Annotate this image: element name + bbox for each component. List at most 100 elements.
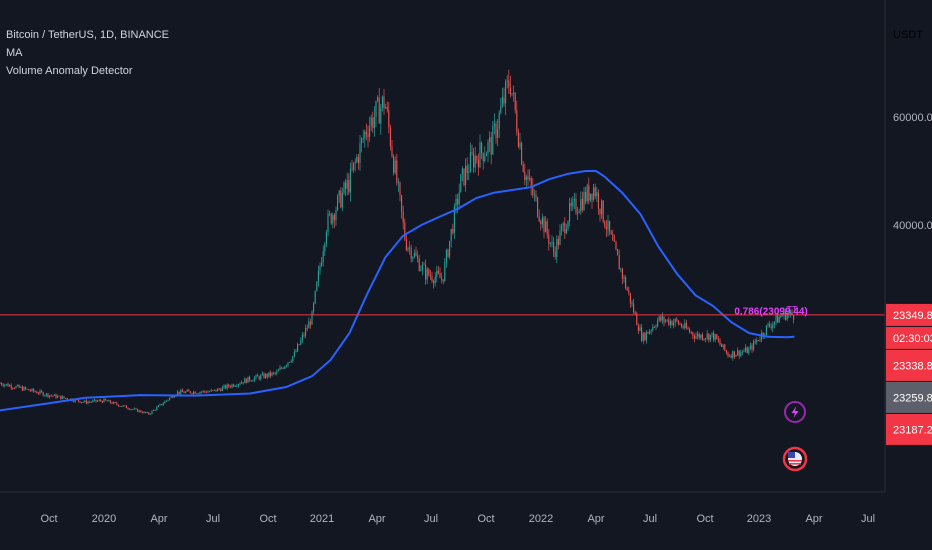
candle [607, 215, 609, 237]
candle [340, 187, 342, 209]
candle [44, 394, 46, 397]
candle [239, 382, 241, 386]
candle [319, 262, 321, 275]
candle [223, 383, 225, 390]
candle [365, 123, 367, 141]
candle [79, 401, 81, 403]
candle [85, 399, 87, 405]
candle [252, 379, 254, 382]
candle [436, 265, 438, 283]
candle [276, 369, 278, 376]
candle [13, 387, 15, 390]
candle [242, 382, 244, 385]
time-tick-label: Oct [477, 513, 494, 525]
candle [484, 146, 486, 163]
candle [492, 120, 494, 155]
candle [50, 394, 52, 397]
candle [753, 339, 755, 352]
candle [533, 189, 535, 202]
candle [665, 318, 667, 324]
candle [181, 388, 183, 392]
candle [754, 338, 756, 345]
lightning-event[interactable] [784, 401, 806, 423]
us-flag-canton [788, 452, 795, 458]
candle [447, 248, 449, 258]
candle [402, 205, 404, 230]
candle [375, 100, 377, 127]
candle [327, 209, 329, 237]
candle [669, 318, 671, 329]
candle [676, 316, 678, 323]
candle [377, 95, 379, 103]
candle [730, 353, 732, 359]
candle [503, 87, 505, 107]
legend-indicator-volume-anomaly[interactable]: Volume Anomaly Detector [6, 65, 133, 77]
candle [581, 191, 583, 213]
candle [183, 390, 185, 394]
candle [644, 331, 646, 342]
candle [721, 343, 723, 347]
candle [509, 75, 511, 98]
candle [679, 321, 681, 325]
candle [409, 241, 411, 255]
candle [725, 349, 727, 355]
candle [593, 184, 595, 202]
candle [290, 359, 292, 363]
candle [692, 331, 694, 340]
candle [285, 364, 287, 368]
candle [300, 337, 302, 346]
price-axis-ticks: 60000.00 40000.00 [893, 112, 932, 232]
candle [474, 146, 476, 173]
candle [527, 169, 529, 186]
candle [562, 221, 564, 232]
candle [338, 190, 340, 204]
candle [743, 348, 745, 353]
candle [100, 398, 102, 403]
candle [605, 219, 607, 237]
price-badge: 23187.29 [886, 413, 932, 445]
candle [751, 342, 753, 353]
candle [325, 229, 327, 248]
candle [271, 372, 273, 377]
candle [82, 401, 84, 403]
legend-symbol[interactable]: Bitcoin / TetherUS, 1D, BINANCE [6, 29, 170, 41]
candle [541, 213, 543, 229]
candle [354, 158, 356, 172]
candle [615, 240, 617, 251]
candle [253, 376, 255, 383]
candle [469, 142, 471, 173]
candle [130, 408, 132, 411]
candle [580, 191, 582, 215]
time-tick-label: Oct [259, 513, 276, 525]
candle [292, 355, 294, 363]
candle [348, 173, 350, 195]
candle [612, 229, 614, 241]
candle [45, 393, 47, 397]
candle [415, 246, 417, 257]
candle [706, 329, 708, 341]
candle [49, 395, 51, 399]
candle [61, 395, 63, 400]
candle [565, 223, 567, 235]
candle [602, 200, 604, 224]
candle [604, 220, 606, 229]
candle [501, 87, 503, 108]
candle [634, 310, 636, 316]
candle [549, 242, 551, 248]
legend-indicator-ma[interactable]: MA [6, 47, 23, 59]
candle [165, 400, 167, 402]
lightning-icon [791, 406, 799, 418]
candle [490, 132, 492, 165]
candle [305, 324, 307, 339]
price-badge: 23259.82 [886, 381, 932, 413]
candle [601, 199, 603, 219]
candle [420, 265, 422, 272]
candle [460, 173, 462, 193]
us-flag-event[interactable] [782, 446, 808, 472]
candle [658, 315, 660, 322]
candle [335, 206, 337, 226]
candle [535, 190, 537, 202]
candle [5, 383, 7, 386]
candle [381, 95, 383, 112]
